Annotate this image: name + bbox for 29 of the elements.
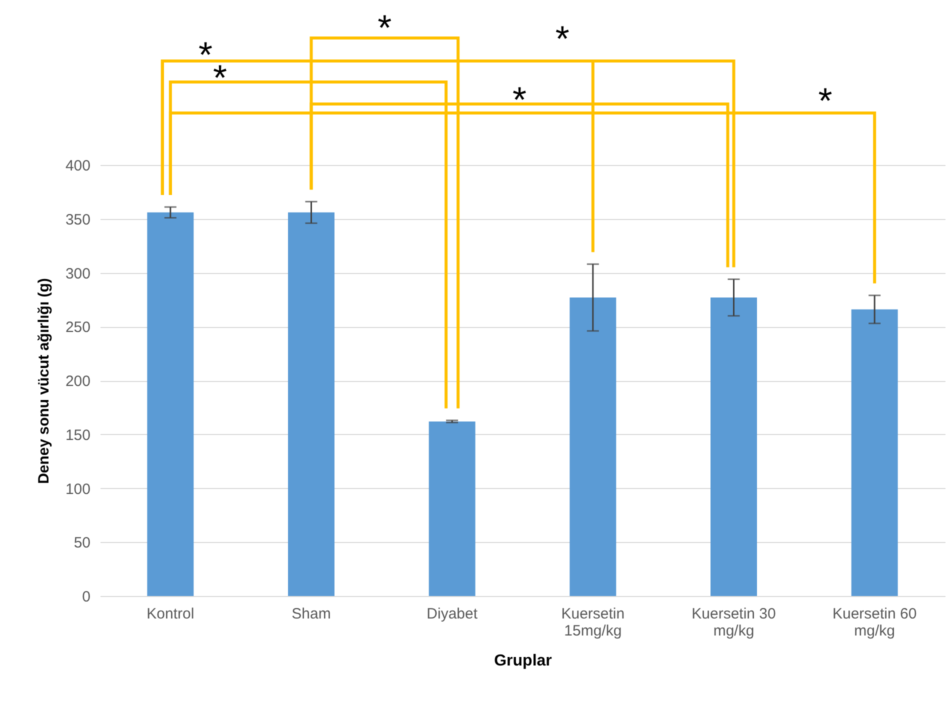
x-tick-label: Kuersetin 15mg/kg [561,606,625,640]
x-tick-label: Sham [292,606,331,622]
y-tick-label: 250 [65,319,90,336]
y-tick-label: 400 [65,158,90,174]
bar [288,212,334,596]
text: * [378,7,392,48]
x-tick-label: Kuersetin 60 mg/kg [832,606,917,640]
y-tick-label: 150 [65,426,90,444]
text: * [818,80,832,121]
y-tick-label: 0 [82,588,90,606]
x-tick-label: Kontrol [146,606,194,622]
x-axis-title: Gruplar [494,652,552,670]
bar [851,309,898,596]
text: * [512,79,527,120]
bar [570,298,616,596]
y-axis-title: Deney sonu vücut ağırlığı (g) [35,278,52,484]
x-tick-label: Kuersetin 30 mg/kg [692,606,776,640]
bar [710,298,757,596]
y-tick-label: 50 [74,534,90,552]
y-tick-label: 300 [65,265,90,282]
text: * [555,18,570,59]
y-tick-label: 200 [65,373,90,390]
text: * [198,34,212,75]
x-tick-label: Diyabet [426,606,478,622]
y-tick-label: 100 [65,480,90,498]
y-tick-label: 350 [65,211,90,228]
text: * [213,57,228,98]
bar [147,212,194,596]
bar [428,421,476,596]
